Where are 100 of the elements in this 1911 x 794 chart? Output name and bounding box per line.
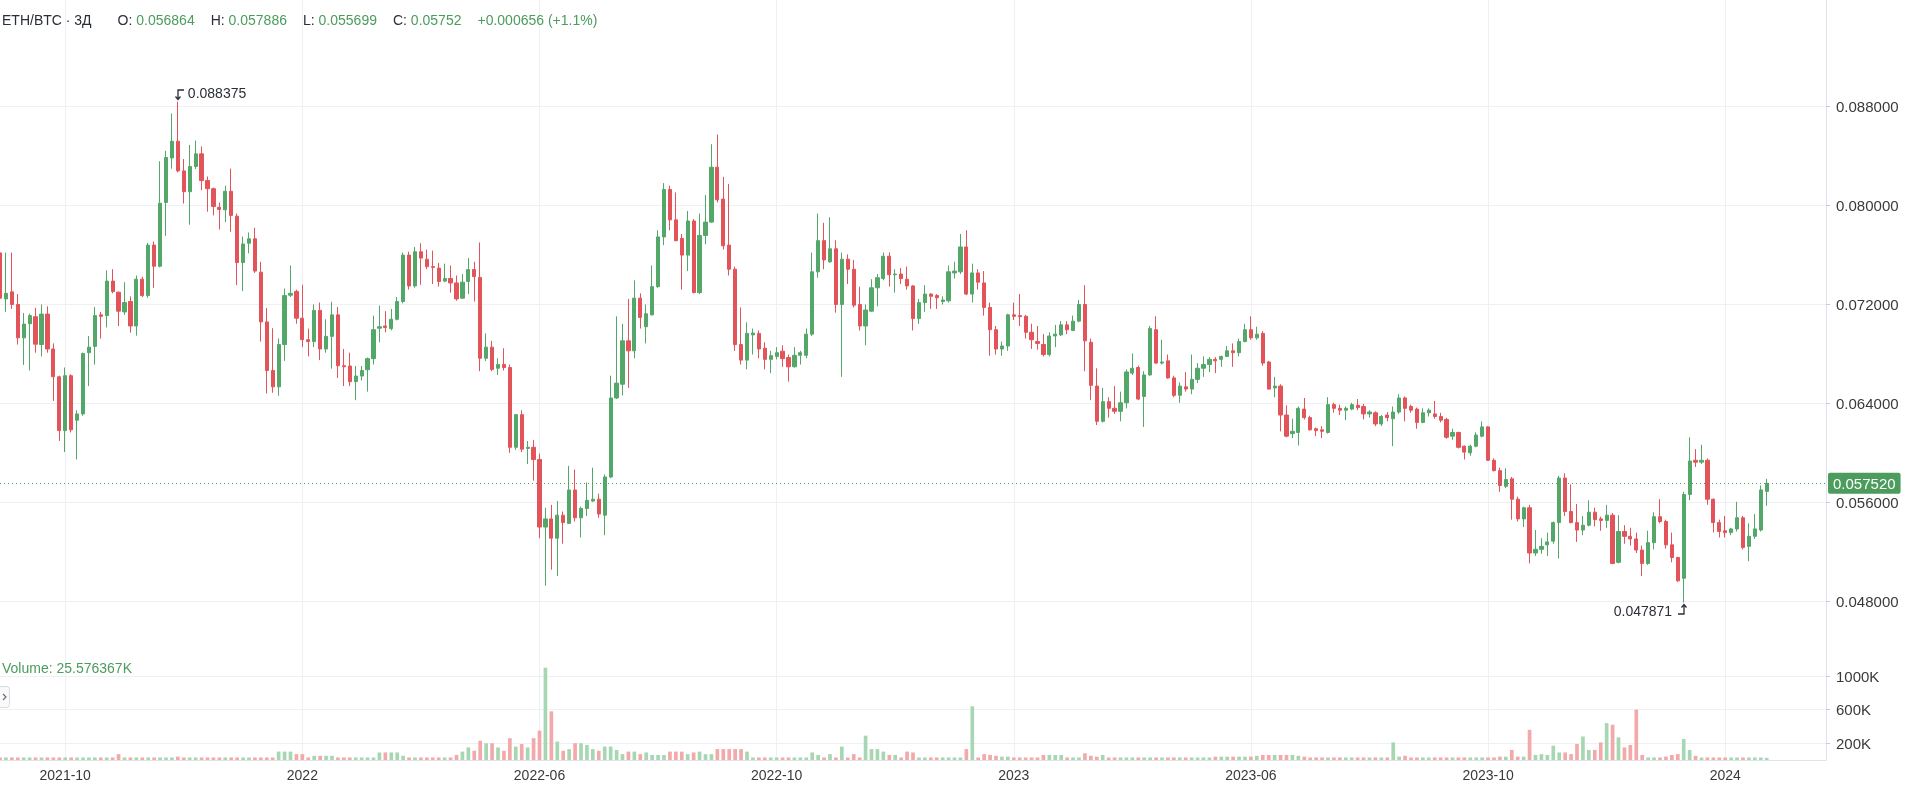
bar [1391, 742, 1396, 760]
bar [822, 757, 826, 760]
candlestick [425, 249, 429, 270]
bar [330, 755, 334, 760]
bar [110, 757, 115, 760]
bar [1397, 756, 1401, 760]
bar [21, 757, 26, 760]
bar [1177, 757, 1182, 760]
candlestick [686, 210, 690, 272]
bar [389, 752, 394, 760]
bar [911, 752, 915, 760]
candlestick [466, 257, 470, 295]
candlestick [1693, 448, 1698, 468]
bar [1071, 757, 1075, 760]
candlestick [988, 302, 992, 357]
bar [834, 757, 838, 760]
bar [1023, 757, 1028, 760]
bar [51, 757, 56, 760]
candlestick [1474, 431, 1478, 448]
bar [1723, 757, 1728, 760]
y-tick-label: 0.064000 [1836, 394, 1899, 412]
candlestick [1599, 516, 1603, 532]
bar [425, 757, 429, 760]
candlestick [111, 268, 115, 294]
bar [199, 757, 204, 760]
bar [1154, 757, 1158, 760]
bar [934, 757, 939, 760]
candlestick [674, 191, 678, 242]
bar [1675, 754, 1680, 760]
candlestick [994, 325, 998, 356]
bar [958, 757, 963, 760]
bar [656, 754, 660, 760]
bar [727, 749, 732, 760]
candlestick [1397, 393, 1401, 415]
bar [1462, 757, 1467, 760]
candlestick [1652, 511, 1656, 550]
candlestick [1237, 338, 1241, 357]
candlestick [1640, 545, 1644, 577]
candlestick [1367, 409, 1372, 419]
x-tick-label: 2024 [1709, 767, 1741, 783]
bar [187, 757, 192, 760]
candlestick [1450, 428, 1455, 441]
bar [211, 757, 216, 760]
candlestick [543, 507, 548, 587]
bar [1681, 739, 1686, 760]
candlestick [1267, 360, 1271, 391]
bar [1415, 757, 1419, 760]
bar [193, 757, 198, 760]
bar [259, 757, 263, 760]
candlestick [757, 329, 761, 359]
candlestick [122, 281, 127, 316]
candlestick [188, 144, 192, 226]
bar [1243, 756, 1247, 760]
candlestick [692, 218, 696, 294]
candlestick [1059, 320, 1063, 337]
candlestick [223, 185, 227, 223]
bar [324, 755, 328, 760]
candlestick [1213, 356, 1217, 374]
candlestick [1326, 396, 1330, 435]
bar [1717, 757, 1722, 760]
bar [1758, 757, 1763, 760]
bar [1438, 757, 1443, 760]
bar [810, 752, 815, 760]
candlestick [354, 365, 358, 401]
bar [923, 757, 927, 760]
bar [1142, 757, 1147, 760]
candlestick [99, 311, 103, 340]
bar [1065, 757, 1069, 760]
y-tick-label: 200K [1836, 734, 1872, 752]
bar [1587, 749, 1591, 760]
candlestick [526, 440, 530, 465]
candlestick [1510, 476, 1514, 521]
bar [1266, 754, 1271, 760]
bar [1444, 757, 1449, 760]
candlestick [775, 346, 779, 360]
bar [840, 746, 844, 760]
candlestick [1373, 410, 1378, 427]
bar [1504, 756, 1508, 760]
bar [81, 757, 85, 760]
annotation: +0.000656 (+1.1%) [477, 12, 598, 28]
candlestick [1308, 415, 1312, 432]
candlestick [389, 308, 393, 331]
candlestick [1065, 320, 1069, 335]
x-tick-label: 2021-10 [39, 767, 92, 783]
bar [1089, 755, 1093, 760]
bar [395, 752, 400, 760]
candlestick [828, 216, 832, 264]
candlestick [443, 263, 447, 283]
candlestick [235, 213, 239, 286]
candlestick [1041, 333, 1046, 357]
bar [602, 746, 607, 760]
bar [502, 750, 506, 760]
bar [1077, 757, 1081, 760]
candlestick [22, 312, 26, 366]
bar [235, 757, 239, 760]
bar [39, 757, 44, 760]
bar [561, 750, 566, 760]
annotation: L: 0.055699 [302, 12, 377, 28]
bar [685, 754, 690, 760]
bar [104, 757, 109, 760]
